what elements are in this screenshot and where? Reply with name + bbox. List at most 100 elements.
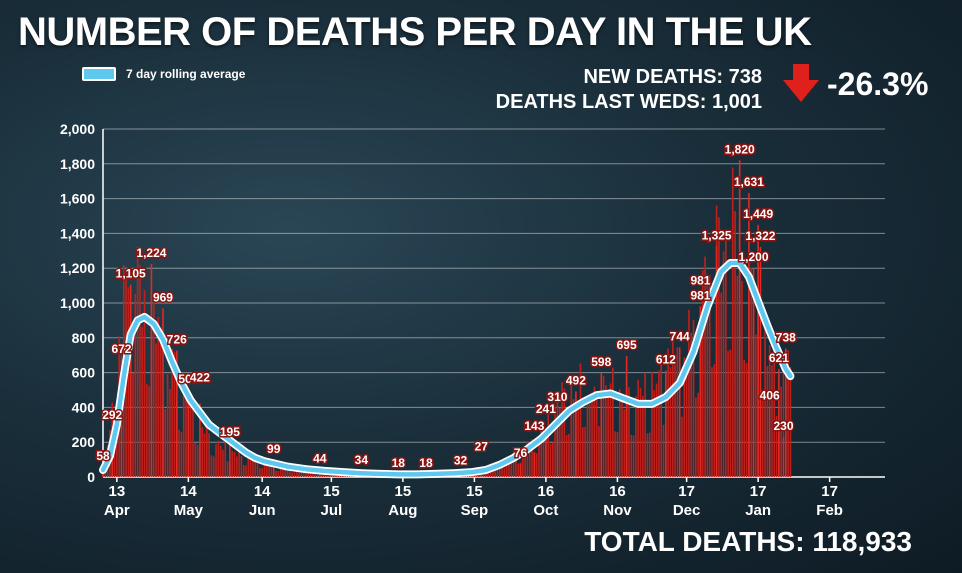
data-label: 621 — [769, 351, 789, 365]
daily-bar — [259, 467, 261, 477]
x-tick-month-label: Aug — [388, 502, 417, 519]
daily-bar — [226, 461, 229, 477]
data-label: 76 — [514, 446, 528, 460]
data-label: 612 — [656, 353, 676, 367]
data-label: 981 — [690, 273, 710, 287]
daily-bar — [261, 468, 263, 477]
data-label: 32 — [454, 453, 468, 467]
daily-bar — [270, 465, 273, 477]
daily-bar — [727, 350, 729, 477]
daily-bar — [155, 343, 157, 477]
daily-bar — [605, 385, 607, 477]
daily-bar — [561, 382, 563, 477]
daily-bar — [782, 359, 785, 477]
daily-bar — [579, 363, 582, 477]
daily-bar — [252, 459, 254, 477]
daily-bar — [764, 321, 766, 477]
daily-bar — [588, 399, 591, 477]
daily-bar — [598, 426, 600, 477]
y-tick-label: 1,400 — [60, 225, 95, 241]
daily-bar — [722, 251, 725, 477]
daily-bar — [164, 409, 167, 477]
daily-bar — [275, 470, 277, 477]
daily-bar — [549, 443, 552, 477]
x-tick-day-label: 17 — [678, 483, 695, 500]
daily-bar — [300, 469, 303, 477]
daily-bar — [718, 217, 720, 478]
daily-bar — [242, 465, 245, 477]
daily-bar — [178, 429, 180, 477]
daily-bar — [720, 292, 723, 477]
daily-bar — [505, 459, 508, 477]
daily-bar — [554, 407, 556, 477]
daily-bar — [736, 275, 739, 477]
daily-bar — [708, 274, 711, 477]
peak-bar — [556, 423, 559, 477]
daily-bar — [701, 270, 704, 477]
daily-bar — [524, 453, 526, 477]
daily-bar — [515, 457, 517, 477]
legend-label: 7 day rolling average — [126, 67, 246, 81]
daily-bar — [635, 395, 637, 477]
daily-bar — [766, 365, 769, 477]
data-label: 27 — [475, 439, 489, 453]
daily-bar — [745, 363, 748, 477]
peak-bar — [778, 368, 780, 477]
peak-bar — [665, 370, 667, 477]
daily-bar — [277, 471, 280, 477]
daily-bar — [713, 364, 716, 477]
daily-bar — [584, 426, 586, 477]
daily-bar — [743, 359, 746, 477]
daily-bar — [787, 350, 789, 477]
data-label: 1,322 — [745, 229, 775, 243]
x-axis-ticks: 13 Apr 14 May 14 Jun 15 Jul 15 Aug 15 Sep 16 Oct 16 Nov… — [104, 477, 843, 519]
y-tick-label: 1,600 — [60, 191, 95, 207]
peak-bar — [752, 268, 755, 477]
x-tick-day-label: 14 — [254, 483, 271, 500]
data-label: 744 — [670, 330, 690, 344]
daily-bar — [305, 469, 307, 477]
stats-block: NEW DEATHS: 738 DEATHS LAST WEDS: 1,001 — [496, 65, 762, 115]
daily-bar — [602, 375, 605, 477]
peak-bar — [575, 391, 577, 477]
daily-bar — [674, 359, 676, 477]
daily-bar — [632, 435, 635, 477]
daily-bar — [755, 334, 757, 477]
x-tick-month-label: Oct — [533, 502, 558, 519]
peak-bar — [150, 264, 153, 477]
peak-bar — [176, 350, 178, 477]
daily-bar — [775, 415, 778, 477]
daily-bar — [148, 386, 150, 477]
daily-bar — [725, 237, 727, 477]
daily-bar — [498, 465, 501, 477]
percent-change: -26.3% — [827, 66, 929, 102]
daily-bar — [325, 474, 328, 477]
x-tick-day-label: 15 — [466, 483, 483, 500]
data-label: 1,820 — [725, 142, 755, 156]
chart-title: NUMBER OF DEATHS PER DAY IN THE UK — [18, 10, 812, 54]
peak-bar — [229, 443, 231, 477]
peak-bar — [272, 459, 275, 477]
daily-bar — [256, 459, 259, 477]
daily-bar — [517, 463, 520, 477]
data-label: 406 — [760, 388, 780, 402]
daily-bar — [741, 280, 743, 477]
daily-bar — [639, 387, 642, 477]
daily-bar — [568, 433, 570, 477]
daily-bar — [669, 367, 672, 477]
down-arrow-icon — [783, 63, 819, 102]
rolling-average-line — [99, 259, 795, 479]
data-label: 18 — [392, 456, 406, 470]
x-tick-month-label: Feb — [816, 502, 843, 519]
daily-bar — [196, 444, 199, 477]
daily-bar — [609, 383, 612, 477]
daily-bar — [780, 386, 783, 477]
daily-bar — [485, 471, 487, 477]
data-label: 44 — [313, 451, 327, 465]
daily-bar — [510, 457, 513, 477]
daily-bar — [265, 460, 268, 477]
x-tick-month-label: Jul — [321, 502, 343, 519]
daily-bar — [667, 348, 669, 477]
daily-bar — [552, 442, 554, 477]
peak-bar — [187, 390, 190, 477]
